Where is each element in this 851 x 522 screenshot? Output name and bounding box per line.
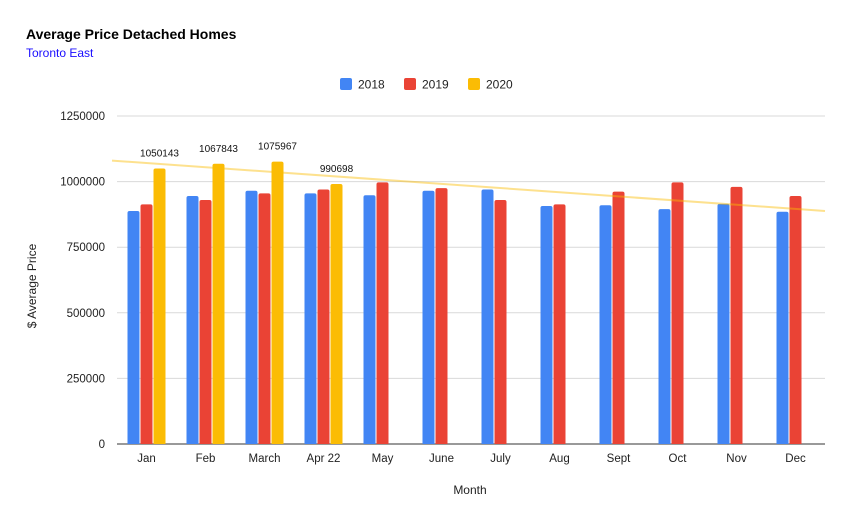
x-tick-label: May (372, 453, 394, 465)
x-tick-label: Sept (607, 453, 631, 465)
y-tick-label: 0 (99, 439, 105, 451)
bar-2018-nov (717, 203, 730, 444)
data-label: 1075967 (258, 142, 297, 153)
x-tick-label: Feb (196, 453, 216, 465)
bar-2018-jan (127, 210, 140, 444)
y-axis-title: $ Average Price (25, 243, 39, 328)
x-axis-title: Month (453, 483, 486, 497)
bar-2019-apr-22 (317, 189, 330, 444)
bar-2019-july (494, 199, 507, 444)
x-tick-label: July (490, 453, 511, 465)
legend-label-2020: 2020 (486, 78, 513, 92)
bar-2019-feb (199, 199, 212, 444)
x-tick-label: Oct (669, 453, 688, 465)
y-tick-label: 750000 (67, 242, 105, 254)
y-tick-label: 1250000 (60, 111, 105, 123)
bar-2020-jan (153, 168, 166, 444)
bar-2019-dec (789, 196, 802, 444)
bar-2018-march (245, 190, 258, 444)
x-tick-label: March (249, 453, 281, 465)
x-tick-label: Nov (726, 453, 747, 465)
bar-2018-apr-22 (304, 193, 317, 444)
bar-2019-nov (730, 186, 743, 444)
bar-2018-june (422, 190, 435, 444)
bar-2020-apr-22 (330, 184, 343, 445)
bar-2018-aug (540, 206, 553, 444)
bar-2020-march (271, 161, 284, 444)
trendline-2020 (111, 159, 826, 212)
chart-title: Average Price Detached Homes (26, 26, 237, 42)
legend-swatch-2019 (404, 78, 416, 90)
bar-2018-dec (776, 211, 789, 444)
bar-2018-july (481, 189, 494, 444)
legend-label-2018: 2018 (358, 78, 385, 92)
bar-2018-oct (658, 209, 671, 444)
y-tick-label: 250000 (67, 373, 105, 385)
x-tick-label: Apr 22 (307, 453, 341, 465)
trendline (111, 159, 826, 212)
chart-subtitle: Toronto East (26, 46, 94, 60)
y-tick-labels: 0 250000 500000 750000 1000000 1250000 (60, 111, 105, 451)
legend: 2018 2019 2020 (340, 78, 513, 92)
bar-2019-june (435, 188, 448, 444)
legend-swatch-2018 (340, 78, 352, 90)
bar-2019-oct (671, 182, 684, 444)
data-label: 1067843 (199, 144, 238, 155)
x-tick-labels: Jan Feb March Apr 22 May June July Aug Sept Oct No… (137, 453, 806, 465)
bar-2019-aug (553, 204, 566, 444)
data-labels: 1050143 1067843 1075967 990698 (140, 142, 354, 175)
bar-2019-jan (140, 204, 153, 444)
data-label: 990698 (320, 164, 354, 175)
y-tick-label: 1000000 (60, 177, 105, 189)
x-tick-label: June (429, 453, 454, 465)
bar-2018-sept (599, 205, 612, 444)
legend-label-2019: 2019 (422, 78, 449, 92)
bar-2018-feb (186, 196, 199, 444)
x-tick-label: Dec (785, 453, 806, 465)
x-tick-label: Aug (549, 453, 569, 465)
bar-2019-may (376, 182, 389, 444)
y-tick-label: 500000 (67, 308, 105, 320)
legend-swatch-2020 (468, 78, 480, 90)
bar-2018-may (363, 195, 376, 444)
bar-2019-march (258, 193, 271, 444)
bars (127, 161, 802, 445)
bar-2019-sept (612, 191, 625, 444)
data-label: 1050143 (140, 148, 179, 159)
gridlines (117, 115, 825, 445)
x-tick-label: Jan (137, 453, 156, 465)
bar-2020-feb (212, 163, 225, 444)
